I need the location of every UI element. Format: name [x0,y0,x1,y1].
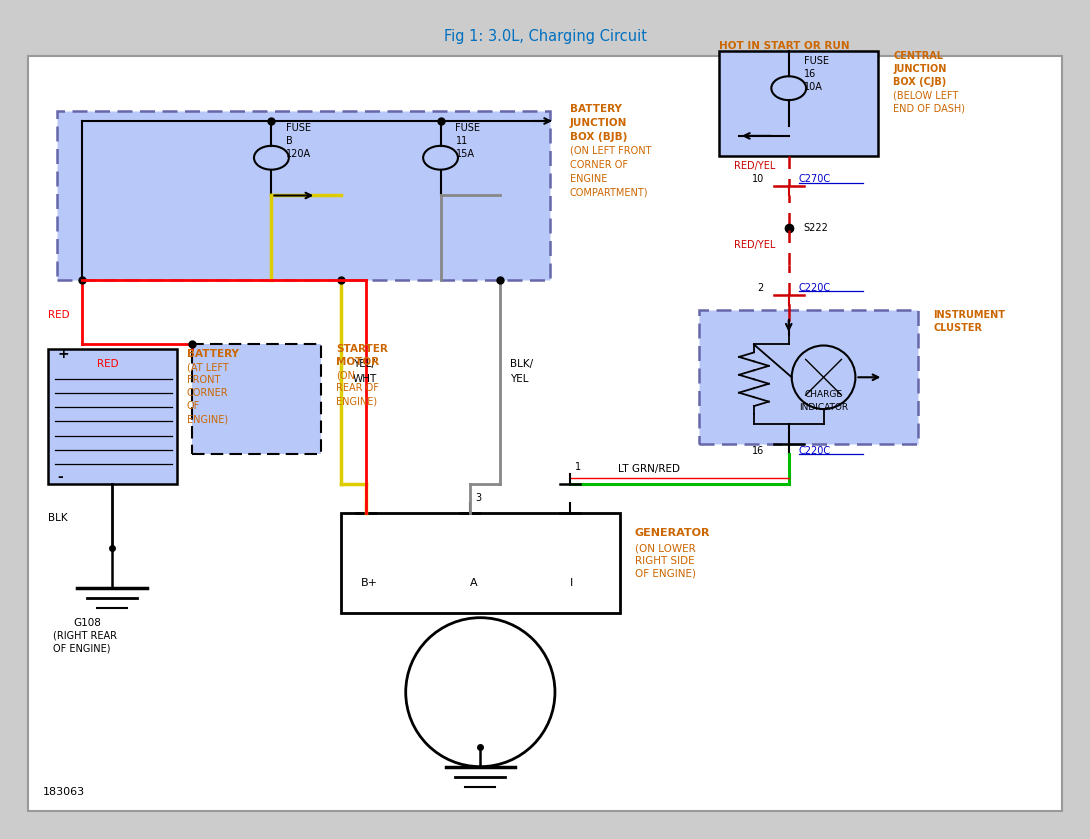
Text: FUSE: FUSE [287,123,312,133]
Text: STARTER: STARTER [336,345,388,354]
Text: FUSE: FUSE [803,56,828,66]
Text: JUNCTION: JUNCTION [570,118,627,128]
Text: CLUSTER: CLUSTER [933,323,982,332]
Text: CORNER: CORNER [186,388,229,399]
Text: RED/YEL: RED/YEL [734,240,775,250]
Text: A: A [471,578,479,588]
Text: RED: RED [97,359,119,369]
Text: OF: OF [186,401,201,411]
Text: BATTERY: BATTERY [186,349,239,359]
Text: ENGINE): ENGINE) [186,414,228,424]
Text: HOT IN START OR RUN: HOT IN START OR RUN [719,41,850,51]
Text: 183063: 183063 [43,786,85,796]
Text: C270C: C270C [799,174,831,184]
Text: WHT: WHT [353,374,377,384]
Text: 11: 11 [456,136,468,146]
Text: -: - [58,470,63,483]
Text: 10A: 10A [803,82,823,92]
Text: RIGHT SIDE: RIGHT SIDE [634,556,694,566]
Bar [699,310,918,444]
Bar [58,111,550,280]
Text: COMPARTMENT): COMPARTMENT) [570,187,649,197]
Text: BOX (BJB): BOX (BJB) [570,132,627,142]
Text: 15A: 15A [456,149,474,159]
Text: JUNCTION: JUNCTION [893,65,946,75]
Text: B+: B+ [361,578,378,588]
Text: (ON LEFT FRONT: (ON LEFT FRONT [570,146,652,156]
Text: FRONT: FRONT [186,375,220,385]
Text: B: B [287,136,293,146]
Text: 16: 16 [752,446,764,456]
Text: (ON: (ON [336,370,355,380]
Text: MOTOR: MOTOR [336,357,379,367]
Text: REAR OF: REAR OF [336,383,379,393]
Bar [719,51,879,156]
Text: (AT LEFT: (AT LEFT [186,362,229,373]
Text: I: I [570,578,573,588]
Text: Fig 1: 3.0L, Charging Circuit: Fig 1: 3.0L, Charging Circuit [444,29,646,44]
Text: S222: S222 [803,223,828,233]
Text: OF ENGINE): OF ENGINE) [634,569,695,579]
Text: BOX (CJB): BOX (CJB) [893,77,946,87]
Text: 120A: 120A [287,149,312,159]
Text: RED: RED [48,310,69,320]
Bar [48,350,177,483]
Text: CENTRAL: CENTRAL [893,51,943,61]
Text: ENGINE: ENGINE [570,174,607,184]
Text: BATTERY: BATTERY [570,104,621,114]
Text: INDICATOR: INDICATOR [799,403,848,412]
Text: 16: 16 [803,70,816,80]
Text: BLK: BLK [48,513,68,524]
Bar [192,345,322,454]
Text: BLK/: BLK/ [510,359,533,369]
Text: FUSE: FUSE [456,123,481,133]
Text: INSTRUMENT: INSTRUMENT [933,310,1005,320]
Text: YEL: YEL [510,374,529,384]
Text: ENGINE): ENGINE) [336,396,377,406]
Text: CHARGE: CHARGE [804,389,843,399]
Text: OF ENGINE): OF ENGINE) [52,644,110,654]
Text: GENERATOR: GENERATOR [634,529,710,539]
Bar [341,513,619,612]
Text: G108: G108 [73,618,101,628]
Text: END OF DASH): END OF DASH) [893,103,966,113]
Text: 10: 10 [752,174,764,184]
Text: (RIGHT REAR: (RIGHT REAR [52,631,117,640]
Text: (BELOW LEFT: (BELOW LEFT [893,90,958,100]
Text: +: + [58,347,69,362]
Text: LT GRN/RED: LT GRN/RED [618,464,680,474]
Text: C220C: C220C [799,283,831,293]
Text: CORNER OF: CORNER OF [570,159,628,169]
Text: 3: 3 [475,493,482,503]
Text: (ON LOWER: (ON LOWER [634,543,695,553]
Text: RED/YEL: RED/YEL [734,161,775,170]
Text: 1: 1 [574,461,581,472]
Text: 2: 2 [758,283,764,293]
Text: YEL/: YEL/ [353,359,375,369]
Text: C220C: C220C [799,446,831,456]
